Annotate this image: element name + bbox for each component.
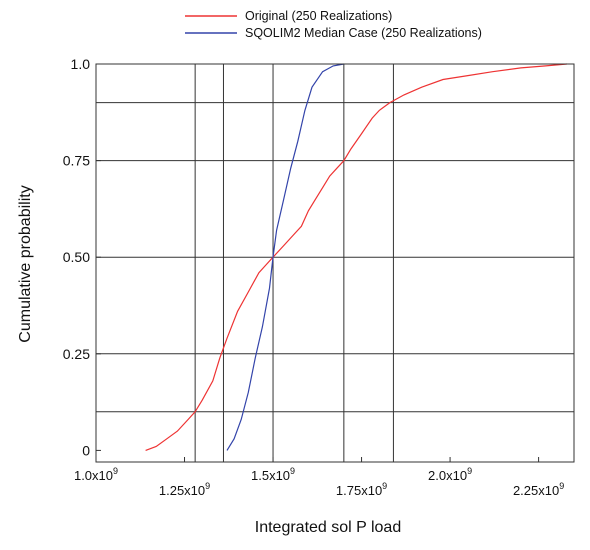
y-axis-ticks: 0 0.25 0.50 0.75 1.0	[63, 56, 101, 458]
series-line-original	[145, 63, 567, 451]
y-tick-label: 0.25	[63, 346, 90, 362]
x-axis-label: Integrated sol P load	[255, 519, 401, 536]
x-axis-ticks: 1.0x109 1.25x109 1.5x109 1.75x109 2.0x109 2.2…	[74, 457, 564, 498]
y-axis-label: Cumulative probability	[17, 185, 34, 342]
x-tick-label: 1.5x109	[251, 466, 295, 483]
y-tick-label: 0	[82, 442, 90, 458]
x-tick-label: 2.0x109	[428, 466, 472, 483]
y-tick-label: 0.75	[63, 153, 90, 169]
x-tick-label: 1.0x109	[74, 466, 118, 483]
y-tick-label: 0.50	[63, 249, 90, 265]
legend-label-sqolim2: SQOLIM2 Median Case (250 Realizations)	[245, 26, 482, 40]
data-series	[145, 63, 567, 451]
gridlines	[96, 64, 574, 462]
plot-frame	[95, 63, 575, 463]
x-tick-label: 1.75x109	[336, 481, 387, 498]
legend: Original (250 Realizations) SQOLIM2 Medi…	[185, 9, 482, 40]
y-tick-label: 1.0	[71, 56, 91, 72]
legend-label-original: Original (250 Realizations)	[245, 9, 392, 23]
x-tick-label: 1.25x109	[159, 481, 210, 498]
x-tick-label: 2.25x109	[513, 481, 564, 498]
series-line-sqolim2	[226, 63, 345, 451]
